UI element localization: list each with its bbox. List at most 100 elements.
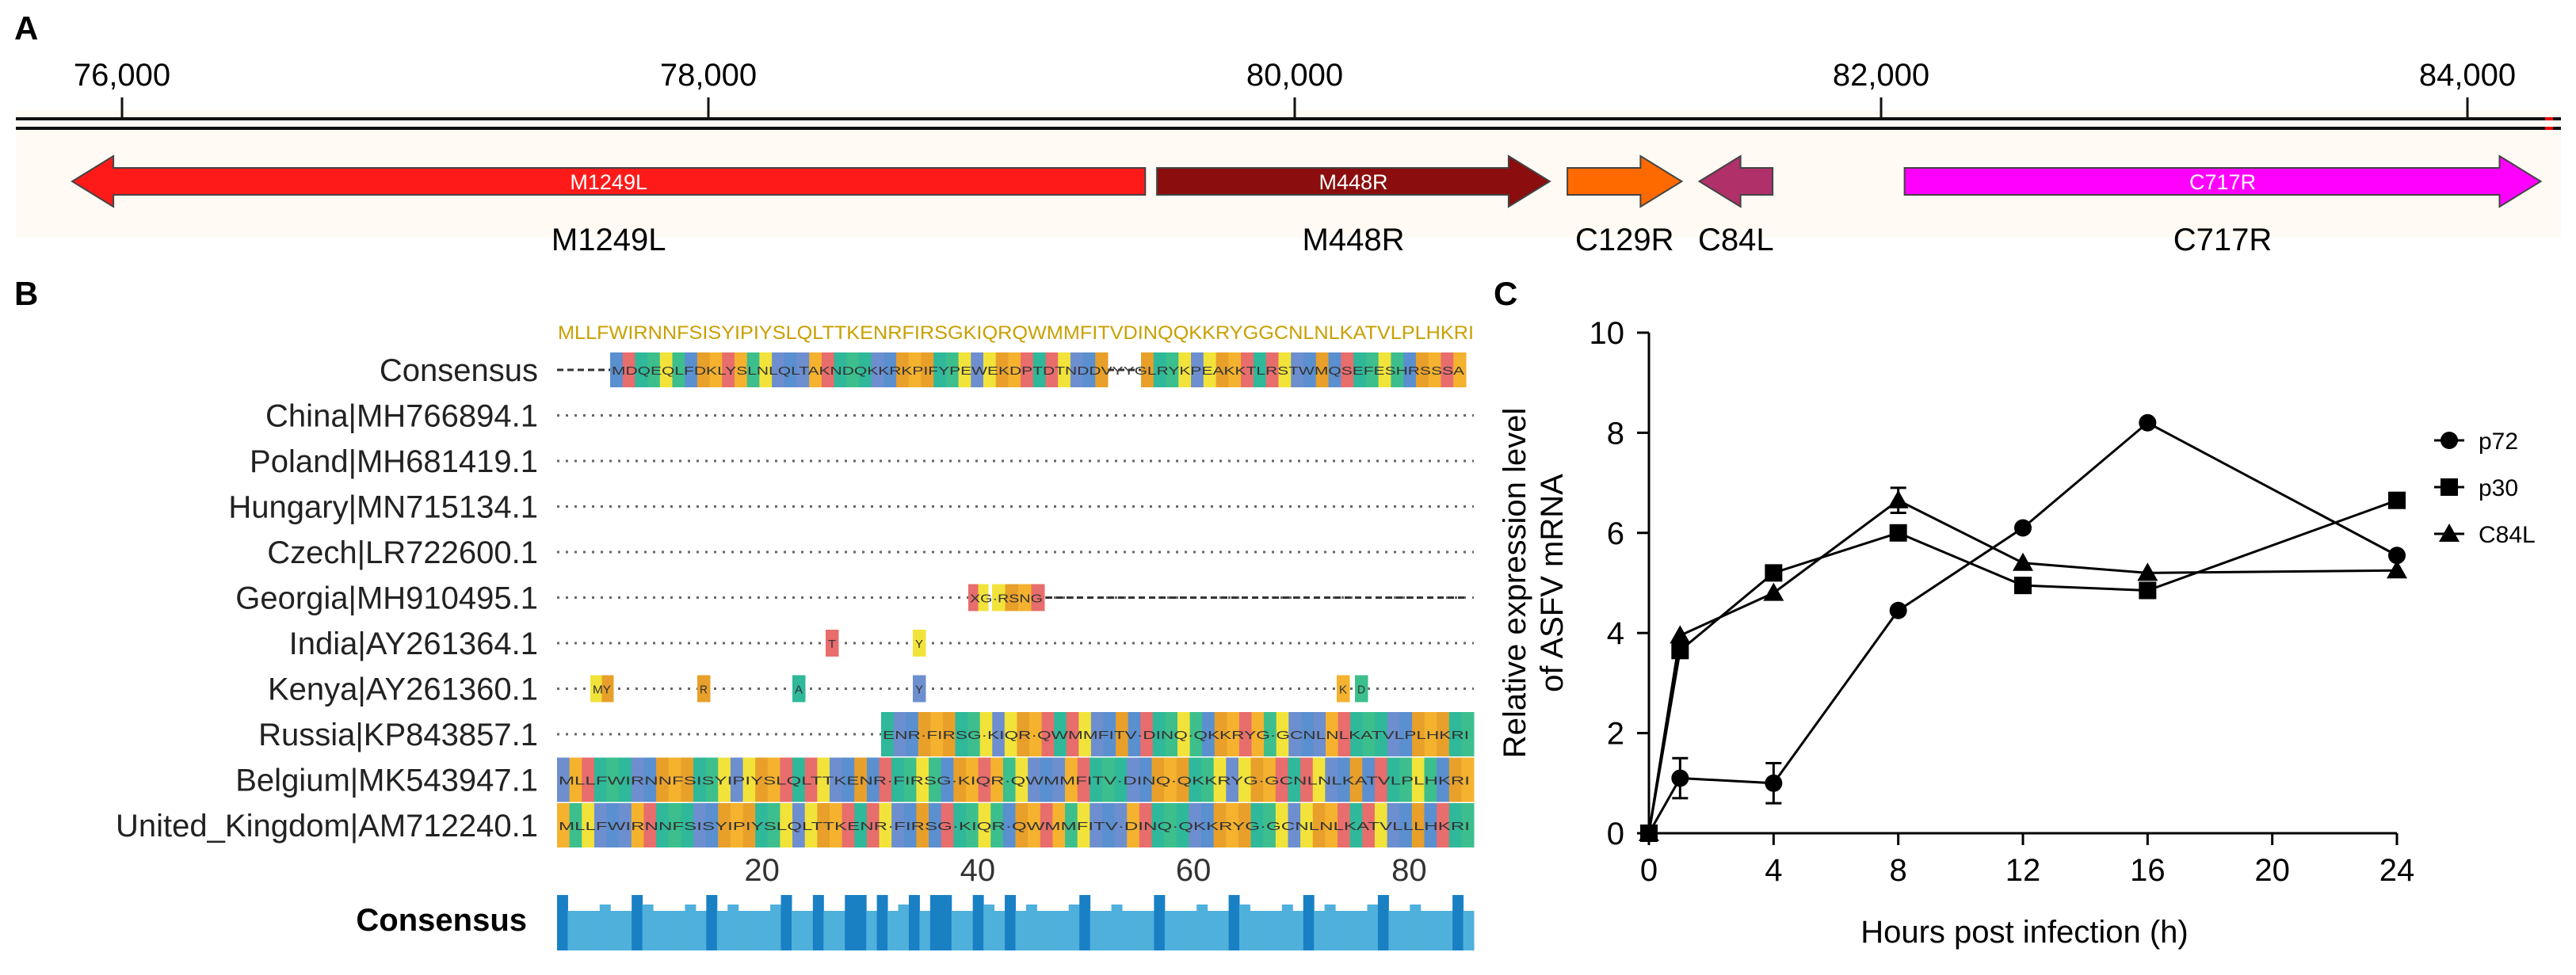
residue-block — [1387, 803, 1400, 847]
residue-block — [569, 803, 582, 847]
residue-block — [1052, 803, 1066, 847]
conservation-bar — [685, 905, 696, 950]
conservation-bar — [642, 905, 654, 950]
gene-arrow-m448r — [1156, 154, 1551, 208]
conservation-bar — [1101, 911, 1112, 950]
residue-block — [1178, 352, 1192, 387]
residue-block — [619, 803, 632, 847]
x-tick-label: 24 — [2379, 853, 2415, 888]
residue-block — [953, 757, 967, 802]
residue-block — [1374, 803, 1388, 847]
residue-block — [659, 352, 673, 387]
panel-c-label: C — [1494, 275, 1517, 312]
x-tick-label: 16 — [2130, 853, 2166, 888]
residue-block — [1176, 803, 1189, 847]
residue-block — [1411, 803, 1425, 847]
residue-block — [1141, 352, 1154, 387]
residue-block — [1326, 712, 1339, 756]
residue-block — [804, 757, 818, 802]
sequence-label: Georgia|MH910495.1 — [235, 581, 538, 616]
residue-block — [983, 352, 997, 387]
residue-block — [990, 803, 1004, 847]
residue-block — [955, 712, 968, 756]
data-point — [2014, 519, 2032, 537]
residue-block — [990, 757, 1004, 802]
residue-letters: MLLFWIRNNFSISYIPIYSLQLTTKENR·FIRSG·KIQR·… — [559, 775, 1470, 788]
data-point — [2439, 524, 2460, 542]
residue-block — [1002, 803, 1016, 847]
residue-block — [590, 675, 602, 703]
residue-block — [593, 803, 608, 847]
residue-block — [881, 712, 895, 756]
data-point — [2388, 491, 2406, 509]
residue-block — [1428, 352, 1441, 387]
sequence-label: Hungary|MN715134.1 — [228, 490, 538, 525]
position-tick-label: 80 — [1391, 853, 1427, 888]
conservation-bar — [1122, 911, 1133, 950]
residue-block — [1399, 803, 1413, 847]
sequence-labels: Consensus China|MH766894.1 Poland|MH681419… — [116, 353, 538, 844]
data-point — [1639, 823, 1659, 841]
residue-block — [1201, 803, 1215, 847]
residue-block — [1065, 757, 1078, 802]
residue-block — [1461, 803, 1475, 847]
legend-label: C84L — [2479, 522, 2536, 548]
y-tick-label: 2 — [1607, 717, 1624, 752]
alignment-grid: MDQEQLFDKLYSLNLQLTAKNDQKKRKPIFYPEWEKDPTD… — [557, 352, 1475, 847]
conservation-bar — [1185, 911, 1197, 950]
conservation-bar — [1420, 911, 1432, 950]
conservation-bar — [1271, 911, 1283, 950]
data-point — [2441, 478, 2458, 496]
residue-block — [705, 757, 719, 802]
residue-block — [1437, 757, 1450, 802]
conservation-label: Consensus — [356, 903, 527, 938]
residue-block — [1045, 352, 1059, 387]
conservation-bar — [706, 895, 718, 950]
residue-block — [1090, 757, 1103, 802]
gene-inner-label: M448R — [1319, 170, 1387, 194]
residue-block — [718, 803, 731, 847]
residue-block — [1238, 712, 1252, 756]
conservation-bar — [1281, 905, 1293, 950]
conservation-bar — [599, 905, 611, 950]
x-tick-label: 4 — [1765, 853, 1782, 888]
residue-block — [821, 352, 835, 387]
residue-block — [804, 803, 818, 847]
residue-block — [916, 757, 929, 802]
scale-tick-label: 84,000 — [2419, 58, 2516, 93]
residue-block — [1082, 352, 1096, 387]
panel-b-label: B — [14, 275, 38, 312]
residue-block — [1101, 757, 1116, 802]
residue-block — [681, 757, 694, 802]
residue-block — [792, 675, 806, 703]
residue-block — [1349, 757, 1363, 802]
residue-block — [1227, 712, 1240, 756]
conservation-bar — [1388, 911, 1400, 950]
residue-block — [1250, 757, 1264, 802]
residue-letters: A — [795, 684, 803, 697]
gene-name-label: C129R — [1575, 223, 1674, 257]
residue-block — [1403, 352, 1417, 387]
residue-block — [681, 803, 694, 847]
residue-block — [582, 757, 595, 802]
residue-block — [606, 803, 620, 847]
residue-block — [693, 803, 707, 847]
conservation-bar — [1463, 911, 1475, 950]
residue-block — [693, 757, 707, 802]
sequence-label: China|MH766894.1 — [265, 399, 538, 434]
residue-block — [1058, 352, 1071, 387]
residue-block — [933, 352, 947, 387]
gene-name-label: M448R — [1303, 223, 1405, 257]
residue-block — [866, 757, 880, 802]
residue-block — [1325, 757, 1338, 802]
series-line — [1647, 421, 2398, 834]
sequence-label: United_Kingdom|AM712240.1 — [116, 809, 538, 844]
conservation-bar — [1228, 895, 1240, 950]
data-point — [2441, 432, 2458, 449]
conservation-bar — [855, 895, 867, 950]
residue-block — [1054, 712, 1067, 756]
residue-block — [995, 352, 1009, 387]
conservation-bar — [1452, 895, 1464, 950]
conservation-bar — [1090, 911, 1101, 950]
